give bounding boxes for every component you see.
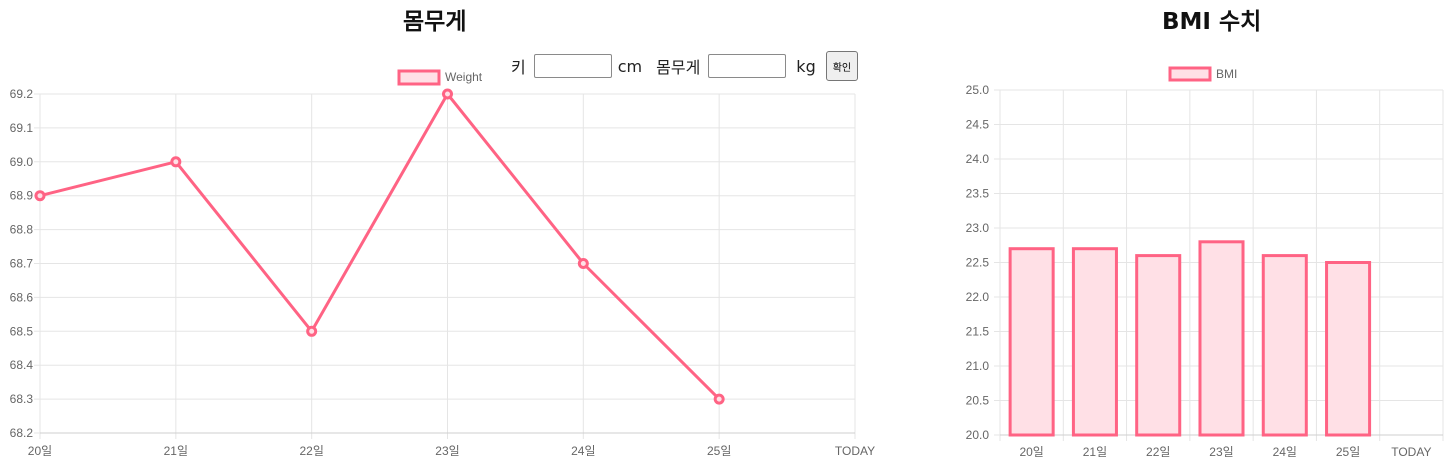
legend-label-weight: Weight: [445, 70, 483, 84]
bmi-bar: [1261, 254, 1308, 437]
x-tick-label: 25일: [1336, 445, 1360, 459]
y-tick-label: 25.0: [966, 83, 990, 97]
y-tick-label: 69.1: [10, 121, 34, 135]
weight-data-point: [577, 258, 589, 269]
bmi-chart-title: BMI 수치: [1162, 9, 1262, 35]
weight-chart-title: 몸무게: [403, 9, 467, 35]
y-tick-label: 68.2: [10, 426, 34, 440]
weight-data-point: [713, 393, 725, 405]
y-tick-label: 22.0: [966, 290, 990, 304]
y-tick-label: 68.6: [10, 290, 34, 304]
y-tick-label: 68.3: [10, 392, 34, 406]
weight-data-point: [306, 325, 318, 337]
legend-swatch-weight: [397, 69, 441, 86]
y-tick-label: 21.5: [966, 325, 990, 339]
legend-label-bmi: BMI: [1216, 67, 1237, 81]
y-tick-label: 68.4: [10, 358, 34, 372]
x-tick-label: TODAY: [835, 444, 875, 458]
x-tick-label: 25일: [707, 444, 731, 458]
y-tick-label: 69.2: [10, 87, 34, 101]
y-tick-label: 68.9: [10, 189, 34, 203]
height-label: 키: [511, 58, 526, 77]
x-tick-label: 23일: [435, 444, 459, 458]
y-tick-label: 24.0: [966, 152, 990, 166]
x-tick-label: 22일: [1146, 445, 1170, 459]
x-tick-label: 22일: [299, 444, 323, 458]
y-tick-label: 24.5: [966, 118, 990, 132]
x-tick-label: 24일: [571, 444, 595, 458]
y-tick-label: 23.5: [966, 187, 990, 201]
y-tick-label: 21.0: [966, 359, 990, 373]
y-tick-label: 69.0: [10, 155, 34, 169]
y-tick-label: 20.5: [966, 394, 990, 408]
y-tick-label: 68.7: [10, 257, 34, 271]
y-tick-label: 22.5: [966, 256, 990, 270]
weight-label: 몸무게: [656, 58, 701, 77]
y-tick-label: 23.0: [966, 221, 990, 235]
x-tick-label: 23일: [1209, 445, 1233, 459]
weight-data-point: [34, 190, 46, 202]
y-tick-label: 68.8: [10, 223, 34, 237]
weight-data-point: [442, 88, 453, 100]
bmi-bar: [1008, 247, 1055, 437]
weight-series-line: [39, 92, 721, 401]
y-tick-label: 20.0: [966, 428, 990, 442]
x-tick-label: 24일: [1273, 445, 1297, 459]
height-input[interactable]: [533, 54, 612, 78]
bmi-bar: [1071, 247, 1118, 437]
x-tick-label: TODAY: [1391, 445, 1431, 459]
height-unit: cm: [617, 56, 643, 76]
bmi-bar: [1135, 254, 1182, 437]
weight-unit: kg: [796, 56, 816, 76]
confirm-button[interactable]: 확인: [825, 51, 859, 81]
x-tick-label: 21일: [1083, 445, 1107, 459]
x-tick-label: 20일: [28, 444, 52, 458]
y-tick-label: 68.5: [10, 324, 34, 338]
x-tick-label: 21일: [164, 444, 188, 458]
bmi-bar: [1325, 261, 1372, 437]
x-tick-label: 20일: [1019, 445, 1043, 459]
weight-data-point: [170, 156, 182, 168]
legend-swatch-bmi: [1168, 66, 1212, 82]
body-info-form: 키 cm 몸무게 kg 확인: [509, 51, 859, 81]
weight-input[interactable]: [708, 54, 787, 78]
bmi-bar: [1198, 240, 1245, 437]
